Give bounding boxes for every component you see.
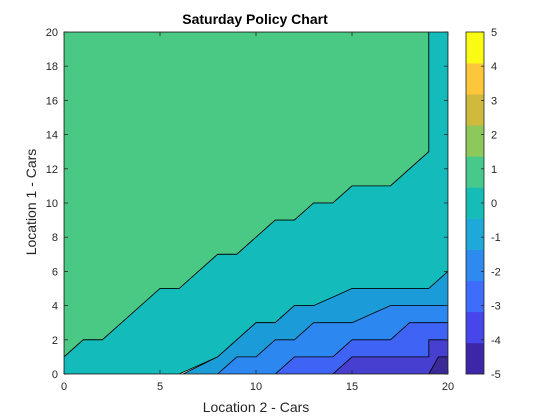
colorbar-tick-label: 4	[491, 61, 497, 73]
colorbar-band	[466, 187, 484, 219]
colorbar-tick-label: -5	[491, 369, 501, 381]
colorbar-tick-label: -2	[491, 266, 501, 278]
x-tick-label: 15	[346, 381, 358, 393]
colorbar-tick-label: 2	[491, 130, 497, 142]
colorbar-tick-label: -3	[491, 301, 501, 313]
x-axis: 0 5 10 15 20	[61, 32, 454, 393]
plot-area	[63, 31, 449, 375]
y-tick-label: 14	[46, 130, 58, 142]
colorbar-band	[466, 32, 484, 64]
y-tick-label: 10	[46, 198, 58, 210]
colorbar-band	[466, 249, 484, 282]
colorbar-band	[466, 156, 484, 188]
colorbar: 5 4 3 2 1 0 -1 -2 -3 -4 -5	[465, 27, 501, 381]
y-axis-label: Location 1 - Cars	[23, 149, 39, 256]
y-tick-label: 20	[46, 27, 58, 39]
y-tick-label: 12	[46, 164, 58, 176]
colorbar-band	[466, 218, 484, 250]
colorbar-tick-label: 3	[491, 95, 497, 107]
colorbar-band	[466, 125, 484, 157]
x-tick-label: 5	[157, 381, 163, 393]
contour-region-level-neg5	[428, 356, 448, 374]
x-tick-label: 20	[442, 381, 454, 393]
y-axis: 0 2 4 6 8 10 12 14 16 18 20	[46, 27, 448, 381]
x-axis-label: Location 2 - Cars	[203, 399, 310, 415]
y-tick-label: 16	[46, 95, 58, 107]
x-tick-label: 0	[61, 381, 67, 393]
contour-region-level-neg4	[332, 339, 448, 374]
chart-title: Saturday Policy Chart	[182, 11, 328, 27]
colorbar-band	[466, 63, 484, 95]
colorbar-band	[466, 311, 484, 344]
colorbar-tick-label: 1	[491, 164, 497, 176]
colorbar-band	[466, 342, 484, 375]
y-tick-label: 8	[52, 232, 58, 244]
colorbar-tick-label: -4	[491, 335, 501, 347]
colorbar-tick-label: 0	[491, 198, 497, 210]
y-tick-label: 0	[52, 369, 58, 381]
y-tick-label: 6	[52, 266, 58, 278]
colorbar-band	[466, 94, 484, 126]
colorbar-tick-label: -1	[491, 232, 501, 244]
y-tick-label: 18	[46, 61, 58, 73]
colorbar-band	[466, 280, 484, 313]
colorbar-tick-label: 5	[491, 27, 497, 39]
y-tick-label: 2	[52, 335, 58, 347]
x-tick-label: 10	[250, 381, 262, 393]
y-tick-label: 4	[52, 301, 58, 313]
